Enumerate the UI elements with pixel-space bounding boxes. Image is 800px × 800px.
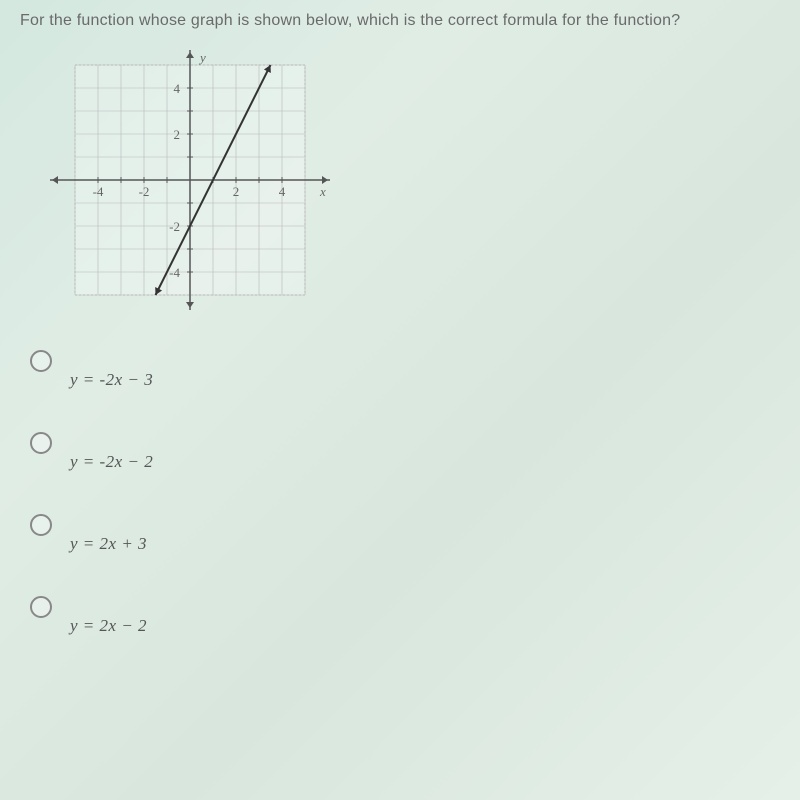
option-d[interactable]: y = 2x − 2 xyxy=(30,596,780,636)
option-b-formula: y = -2x − 2 xyxy=(70,452,153,472)
radio-icon xyxy=(30,596,52,618)
option-a-formula: y = -2x − 3 xyxy=(70,370,153,390)
svg-text:y: y xyxy=(198,50,206,65)
function-graph: -4 -2 2 4 -4 -2 2 4 y x xyxy=(50,50,330,310)
option-c[interactable]: y = 2x + 3 xyxy=(30,514,780,554)
option-c-formula: y = 2x + 3 xyxy=(70,534,147,554)
option-d-formula: y = 2x − 2 xyxy=(70,616,147,636)
svg-text:4: 4 xyxy=(174,81,181,96)
svg-text:-2: -2 xyxy=(169,219,180,234)
option-b[interactable]: y = -2x − 2 xyxy=(30,432,780,472)
svg-text:2: 2 xyxy=(233,184,240,199)
graph-container: -4 -2 2 4 -4 -2 2 4 y x xyxy=(50,50,780,310)
svg-text:-4: -4 xyxy=(169,265,180,280)
option-a[interactable]: y = -2x − 3 xyxy=(30,350,780,390)
svg-text:-4: -4 xyxy=(93,184,104,199)
svg-text:4: 4 xyxy=(279,184,286,199)
radio-icon xyxy=(30,432,52,454)
answer-options: y = -2x − 3 y = -2x − 2 y = 2x + 3 y = 2… xyxy=(30,350,780,636)
svg-text:x: x xyxy=(319,184,326,199)
radio-icon xyxy=(30,350,52,372)
radio-icon xyxy=(30,514,52,536)
svg-text:-2: -2 xyxy=(139,184,150,199)
svg-text:2: 2 xyxy=(174,127,181,142)
question-text: For the function whose graph is shown be… xyxy=(20,12,780,30)
